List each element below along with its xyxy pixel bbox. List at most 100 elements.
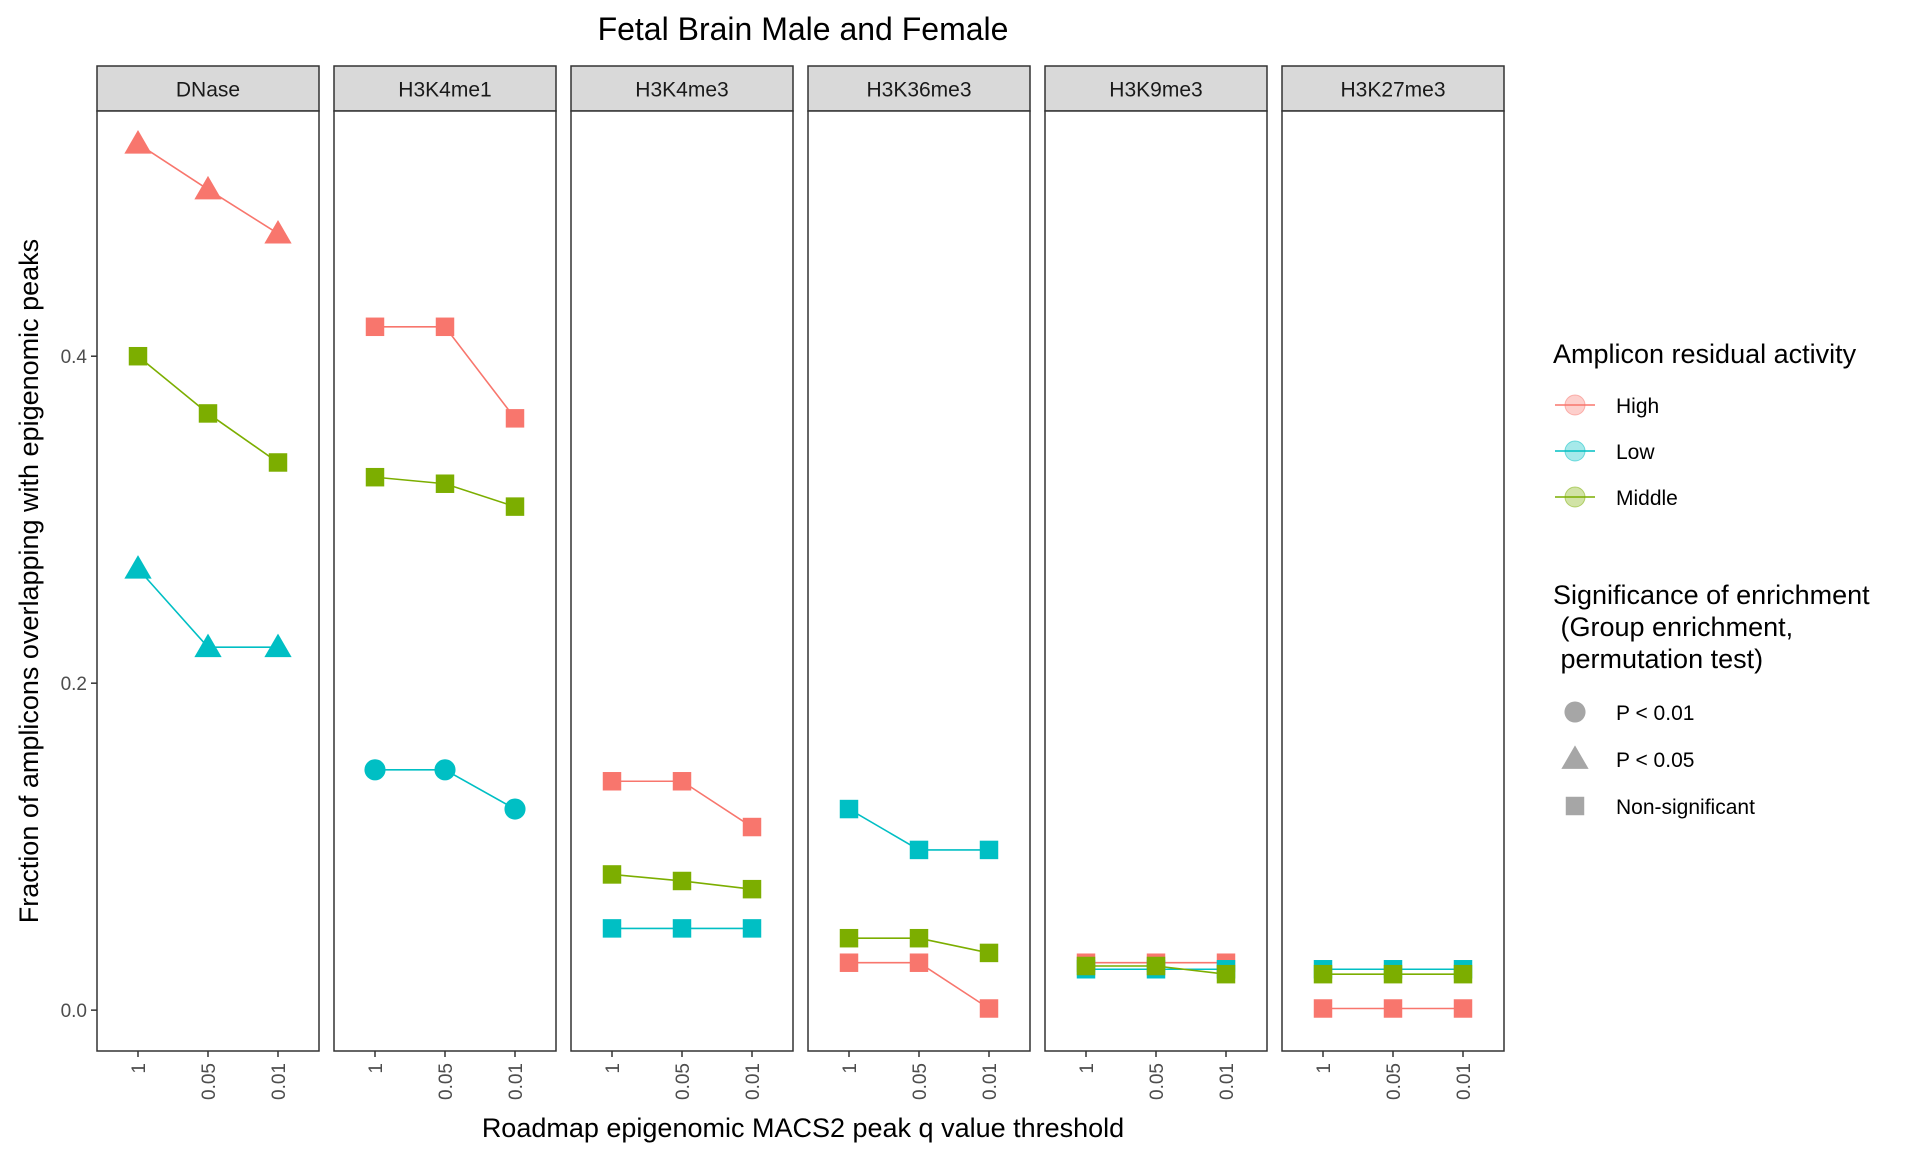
legend-title: Significance of enrichment <box>1553 580 1870 610</box>
data-point <box>264 633 292 658</box>
x-tick-label: 0.05 <box>436 1063 457 1100</box>
data-point <box>1453 999 1473 1018</box>
facet-strip <box>96 65 320 112</box>
series-middle <box>128 346 288 472</box>
legend-item-high: High <box>1555 394 1659 418</box>
facet-label: H3K36me3 <box>866 79 971 102</box>
facet-panel <box>1044 110 1268 1052</box>
x-tick-label: 1 <box>603 1063 624 1074</box>
y-tick-label: 0.2 <box>61 674 87 695</box>
data-point <box>672 919 692 938</box>
data-point <box>909 953 929 972</box>
facet-panel <box>96 110 320 1052</box>
legends: Amplicon residual activity High Low Middle S… <box>1553 339 1870 819</box>
series-high <box>602 772 762 837</box>
data-point <box>364 759 386 781</box>
data-point <box>435 474 455 493</box>
x-axis-title: Roadmap epigenomic MACS2 peak q value th… <box>482 1113 1124 1143</box>
legend-item-low: Low <box>1555 440 1655 464</box>
x-tick-label: 0.01 <box>980 1063 1001 1100</box>
data-point <box>1313 964 1333 984</box>
series-middle <box>1313 964 1473 984</box>
data-point <box>198 404 218 423</box>
facet-panel <box>333 110 557 1052</box>
data-point <box>504 798 526 820</box>
facet-h3k36me3: H3K36me3 1 0.05 0.01 <box>807 65 1031 1100</box>
x-tick-label: 1 <box>1077 1063 1098 1074</box>
legend-item-circle: P < 0.01 <box>1564 701 1694 725</box>
data-point <box>365 317 385 337</box>
data-point <box>602 919 622 938</box>
facets: DNase 1 0.05 0.01 H3K4me1 1 0.05 0.01 H3K4me3 1 0.… <box>96 65 1505 1100</box>
data-point <box>672 871 692 891</box>
x-tick-label: 0.05 <box>910 1063 931 1100</box>
data-point <box>602 772 622 791</box>
facet-h3k4me1: H3K4me1 1 0.05 0.01 <box>333 65 557 1100</box>
series-low <box>124 555 292 658</box>
data-point <box>1076 956 1096 976</box>
facet-label: DNase <box>176 79 240 102</box>
series-high <box>365 317 525 428</box>
facet-strip <box>333 65 557 112</box>
x-tick-label: 0.01 <box>506 1063 527 1100</box>
legend-label: Middle <box>1616 487 1678 510</box>
legend-key-shape <box>1565 796 1585 816</box>
legend-label: High <box>1616 395 1659 418</box>
legend-amplicon-activity: Amplicon residual activity High Low Middle <box>1553 339 1857 510</box>
legend-title: permutation test) <box>1553 644 1763 674</box>
x-tick-label: 1 <box>840 1063 861 1074</box>
x-tick-label: 0.05 <box>1147 1063 1168 1100</box>
x-tick-label: 0.05 <box>673 1063 694 1100</box>
facet-h3k9me3: H3K9me3 1 0.05 0.01 <box>1044 65 1268 1100</box>
x-tick-label: 0.01 <box>743 1063 764 1100</box>
legend-title: (Group enrichment, <box>1553 612 1793 642</box>
legend-item-square: Non-significant <box>1565 796 1755 819</box>
data-point <box>602 865 622 884</box>
legend-title: Amplicon residual activity <box>1553 339 1857 369</box>
x-tick-label: 0.05 <box>1384 1063 1405 1100</box>
data-point <box>505 409 525 428</box>
series-high <box>839 953 999 1018</box>
legend-key-point <box>1564 440 1586 462</box>
y-axis-title: Fraction of amplicons overlapping with e… <box>14 239 44 923</box>
facet-panel <box>807 110 1031 1052</box>
data-point <box>742 817 762 837</box>
legend-label: Low <box>1616 441 1655 464</box>
facet-h3k27me3: H3K27me3 1 0.05 0.01 <box>1281 65 1505 1100</box>
data-point <box>1146 956 1166 976</box>
data-point <box>979 999 999 1018</box>
data-point <box>909 928 929 948</box>
facet-h3k4me3: H3K4me3 1 0.05 0.01 <box>570 65 794 1100</box>
data-point <box>672 772 692 791</box>
data-point <box>1453 964 1473 984</box>
series-middle <box>1076 956 1236 984</box>
facet-label: H3K4me1 <box>398 79 491 102</box>
x-tick-label: 1 <box>129 1063 150 1074</box>
chart-title: Fetal Brain Male and Female <box>598 11 1009 47</box>
legend-key-shape <box>1564 701 1586 723</box>
x-tick-label: 1 <box>366 1063 387 1074</box>
data-point <box>194 633 222 658</box>
series-low <box>602 919 762 938</box>
data-point <box>1216 964 1236 984</box>
series-high <box>1313 999 1473 1018</box>
data-point <box>505 497 525 516</box>
data-point <box>124 130 152 154</box>
facet-strip <box>1044 65 1268 112</box>
data-point <box>742 919 762 938</box>
data-point <box>268 453 288 472</box>
data-point <box>435 317 455 337</box>
data-point <box>264 219 292 244</box>
data-point <box>742 879 762 899</box>
facet-strip <box>1281 65 1505 112</box>
x-tick-label: 1 <box>1314 1063 1335 1074</box>
legend-key-point <box>1564 394 1586 416</box>
legend-key-shape <box>1561 745 1589 769</box>
legend-key-point <box>1564 486 1586 508</box>
series-low <box>364 759 526 820</box>
x-tick-label: 0.01 <box>269 1063 290 1100</box>
facet-panel <box>1281 110 1505 1052</box>
y-axis: 0.0 0.2 0.4 <box>61 347 97 1022</box>
data-point <box>1383 964 1403 984</box>
